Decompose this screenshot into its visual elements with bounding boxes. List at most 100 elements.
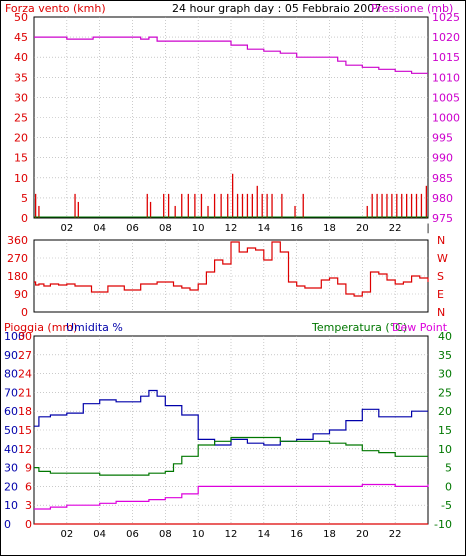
chart-title: 24 hour graph day : 05 Febbraio 2007 [172, 2, 381, 15]
wind-tick-label: 25 [14, 112, 28, 125]
wind-tick-label: 5 [21, 192, 28, 205]
humidity-tick-label: 0 [4, 518, 11, 531]
direction-degree-label: 180 [7, 270, 28, 283]
direction-degree-label: 0 [21, 306, 28, 319]
direction-degree-label: 90 [14, 288, 28, 301]
hour-tick-label: 06 [126, 529, 139, 540]
humidity-line [34, 389, 428, 446]
temperature-tick-label: 20 [438, 405, 452, 418]
pressure-tick-label: 1015 [432, 51, 460, 64]
humidity-tick-label: 30 [4, 462, 18, 475]
wind-tick-label: 10 [14, 172, 28, 185]
rain-tick-label: 24 [18, 368, 32, 381]
temperature-tick-label: 30 [438, 368, 452, 381]
hour-tick-label: 14 [257, 223, 270, 234]
hour-tick-label: 22 [389, 529, 402, 540]
direction-compass-label: W [437, 252, 448, 265]
rain-tick-label: 21 [18, 386, 32, 399]
rain-tick-label: 0 [25, 518, 32, 531]
pressure-line [34, 36, 428, 74]
humidity-tick-label: 10 [4, 499, 18, 512]
pressure-tick-label: 995 [432, 132, 453, 145]
hour-tick-label: 04 [93, 529, 106, 540]
temperature-tick-label: 25 [438, 386, 452, 399]
direction-compass-label: N [437, 234, 445, 247]
hour-tick-label: 02 [60, 529, 73, 540]
dewpoint-line [34, 483, 429, 510]
hour-tick-label: 04 [93, 223, 106, 234]
hour-tick-label: 16 [290, 529, 303, 540]
rain-tick-label: 30 [18, 330, 32, 343]
wind-tick-label: 45 [14, 31, 28, 44]
hour-tick-label: 08 [159, 529, 172, 540]
humidity-tick-label: 20 [4, 480, 18, 493]
hour-tick-label: 12 [225, 529, 238, 540]
hour-tick-label: 10 [192, 223, 205, 234]
rain-tick-label: 27 [18, 349, 32, 362]
humidity-tick-label: 50 [4, 424, 18, 437]
wind-axis-title: Forza vento (kmh) [5, 2, 106, 15]
humidity-tick-label: 90 [4, 349, 18, 362]
hour-tick-label: 14 [257, 529, 270, 540]
hour-tick-label: 20 [356, 529, 369, 540]
hour-tick-label: 22 [389, 223, 402, 234]
direction-degree-label: 270 [7, 252, 28, 265]
hour-tick-label: 20 [356, 223, 369, 234]
pressure-tick-label: 1020 [432, 31, 460, 44]
rain-tick-label: 15 [18, 424, 32, 437]
temperature-tick-label: 10 [438, 443, 452, 456]
wind-tick-label: 50 [14, 11, 28, 24]
humidity-tick-label: 60 [4, 405, 18, 418]
hour-tick-label: | [426, 223, 429, 234]
wind-tick-label: 40 [14, 51, 28, 64]
hour-tick-label: 06 [126, 223, 139, 234]
hour-tick-label: 02 [60, 223, 73, 234]
temperature-tick-label: 15 [438, 424, 452, 437]
temperature-tick-label: 35 [438, 349, 452, 362]
dewpoint-axis-title: Dew Point [392, 321, 448, 334]
wind-direction-line [34, 241, 429, 297]
humidity-tick-label: 80 [4, 368, 18, 381]
wind-tick-label: 35 [14, 71, 28, 84]
rain-tick-label: 12 [18, 443, 32, 456]
hour-tick-label: 10 [192, 529, 205, 540]
hour-tick-label: 18 [323, 223, 336, 234]
rain-tick-label: 18 [18, 405, 32, 418]
direction-compass-label: S [437, 270, 444, 283]
humidity-tick-label: 70 [4, 386, 18, 399]
pressure-tick-label: 985 [432, 172, 453, 185]
direction-compass-label: E [437, 288, 444, 301]
hour-tick-label: 08 [159, 223, 172, 234]
hour-tick-label: 12 [225, 223, 238, 234]
pressure-tick-label: 980 [432, 192, 453, 205]
rain-axis-title: Pioggia (mm) [4, 321, 77, 334]
humidity-tick-label: 40 [4, 443, 18, 456]
temperature-axis-title: Temperatura (°C) [311, 321, 407, 334]
humidity-tick-label: 100 [4, 330, 25, 343]
temperature-line [34, 436, 428, 476]
pressure-tick-label: 1010 [432, 71, 460, 84]
wind-tick-label: 0 [21, 212, 28, 225]
direction-degree-label: 360 [7, 234, 28, 247]
pressure-tick-label: 990 [432, 152, 453, 165]
rain-tick-label: 3 [25, 499, 32, 512]
pressure-tick-label: 1025 [432, 11, 460, 24]
pressure-axis-title: Pressione (mb) [371, 2, 453, 15]
pressure-tick-label: 975 [432, 212, 453, 225]
temperature-tick-label: 0 [445, 480, 452, 493]
temperature-tick-label: 5 [445, 462, 452, 475]
direction-compass-label: N [437, 306, 445, 319]
humidity-axis-title: Umidita % [66, 321, 123, 334]
temperature-tick-label: -5 [441, 499, 452, 512]
temperature-tick-label: 40 [438, 330, 452, 343]
wind-tick-label: 20 [14, 132, 28, 145]
pressure-tick-label: 1005 [432, 91, 460, 104]
wind-tick-label: 15 [14, 152, 28, 165]
pressure-tick-label: 1000 [432, 112, 460, 125]
wind-tick-label: 30 [14, 91, 28, 104]
temperature-tick-label: -10 [434, 518, 452, 531]
rain-tick-label: 6 [25, 480, 32, 493]
hour-tick-label: 18 [323, 529, 336, 540]
